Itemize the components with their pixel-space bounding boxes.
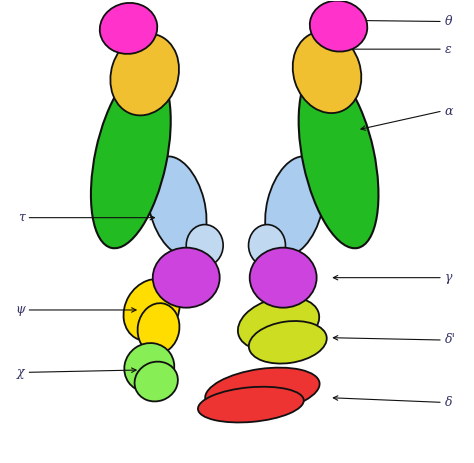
Ellipse shape	[124, 343, 174, 392]
Ellipse shape	[198, 387, 304, 422]
Text: γ: γ	[445, 271, 452, 284]
Ellipse shape	[124, 279, 180, 341]
Text: α: α	[445, 105, 453, 118]
Ellipse shape	[238, 297, 319, 350]
Ellipse shape	[100, 3, 157, 54]
Ellipse shape	[137, 303, 180, 354]
Ellipse shape	[265, 156, 324, 256]
Ellipse shape	[299, 67, 378, 248]
Text: τ: τ	[18, 211, 25, 224]
Text: δ': δ'	[445, 333, 456, 346]
Ellipse shape	[135, 362, 178, 401]
Ellipse shape	[110, 34, 179, 115]
Text: θ: θ	[445, 15, 452, 28]
Ellipse shape	[249, 321, 327, 363]
Text: ε: ε	[445, 43, 451, 56]
Ellipse shape	[310, 0, 367, 51]
Text: δ: δ	[445, 396, 452, 409]
Text: χ: χ	[17, 366, 25, 379]
Ellipse shape	[147, 156, 207, 256]
Ellipse shape	[292, 31, 361, 113]
Ellipse shape	[248, 225, 285, 266]
Ellipse shape	[153, 248, 219, 308]
Ellipse shape	[91, 67, 171, 248]
Ellipse shape	[250, 248, 317, 308]
Ellipse shape	[205, 368, 319, 414]
Text: ψ: ψ	[15, 303, 25, 317]
Ellipse shape	[186, 225, 223, 266]
